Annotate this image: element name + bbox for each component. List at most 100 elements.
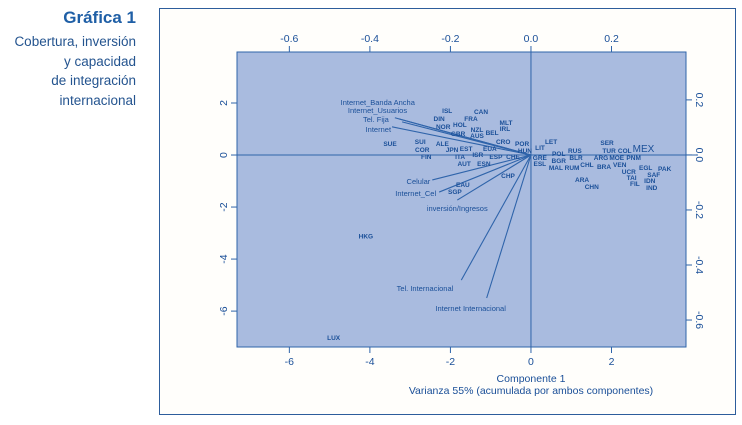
figure-subtitle-line: internacional: [59, 92, 136, 108]
point-label: TAI: [627, 175, 637, 182]
point-label: MAL: [549, 165, 563, 172]
point-label: SGP: [448, 189, 462, 196]
loading-vector: [438, 154, 532, 193]
point-label: NZL: [471, 127, 484, 134]
right-tick-label: -0.4: [693, 256, 705, 274]
figure-title: Gráfica 1: [63, 8, 136, 27]
point-label: POL: [552, 151, 565, 158]
point-label: LET: [545, 139, 557, 146]
y-tick-label: -6: [218, 306, 230, 315]
point-label: UCR: [622, 169, 636, 176]
point-label: BEL: [486, 130, 499, 137]
point-label: HOL: [453, 122, 467, 129]
point-label: BRA: [597, 164, 611, 171]
point-label: EAU: [456, 182, 470, 189]
point-label: ISL: [442, 108, 452, 115]
point-label: CHE: [506, 154, 520, 161]
point-label: CHP: [501, 173, 515, 180]
point-label: CAN: [474, 109, 488, 116]
point-label: ESN: [477, 161, 491, 168]
point-label: IND: [646, 185, 658, 192]
point-label: COR: [415, 147, 430, 154]
x-axis-sublabel: Varianza 55% (acumulada por ambos compon…: [409, 385, 653, 397]
loading-vector: [391, 126, 532, 156]
point-label: RUM: [565, 165, 580, 172]
point-label: RUS: [568, 148, 582, 155]
point-label: AUS: [470, 133, 484, 140]
point-label: EST: [460, 146, 473, 153]
right-tick-label: 0.0: [693, 148, 705, 163]
figure-subtitle-line: Cobertura, inversión: [14, 34, 136, 49]
point-label: EUA: [483, 146, 497, 153]
top-tick-label: 0.2: [604, 33, 619, 45]
point-label: BLR: [569, 155, 583, 162]
point-label: SUE: [383, 141, 397, 148]
loading-vector: [432, 154, 532, 181]
loading-vector: [394, 117, 532, 156]
loading-label: Tel. Fija: [363, 115, 390, 124]
point-label: BGR: [552, 158, 567, 165]
loading-label: Internet: [366, 125, 392, 134]
point-label: SAF: [647, 172, 660, 179]
point-label: CHN: [585, 184, 599, 191]
point-label: TUR: [602, 148, 616, 155]
point-label: DIN: [434, 116, 446, 123]
point-label: LIT: [535, 145, 545, 152]
point-label: GRE: [533, 155, 548, 162]
point-label: FIL: [630, 181, 640, 188]
point-label: SUI: [415, 139, 426, 146]
figure-caption: Gráfica 1 Cobertura, inversión y capacid…: [0, 8, 136, 110]
point-label: ISR: [472, 152, 483, 159]
point-label: ESL: [533, 161, 546, 168]
point-label: SER: [600, 140, 614, 147]
loading-vector: [456, 154, 532, 201]
point-label: IDN: [644, 178, 656, 185]
point-label: MOE: [609, 155, 624, 162]
point-label: HKG: [359, 234, 373, 241]
y-tick-label: -2: [218, 202, 230, 211]
plot-area: [236, 51, 687, 348]
point-label: MEX: [633, 144, 655, 155]
point-label: FIN: [421, 154, 432, 161]
top-tick-label: -0.2: [441, 33, 459, 45]
point-label: POR: [515, 141, 529, 148]
point-label: CRO: [496, 139, 510, 146]
point-label: ESP: [489, 154, 503, 161]
point-label: COL: [618, 148, 632, 155]
loading-label: Internet Internacional: [435, 304, 506, 313]
x-tick-label: -6: [285, 356, 294, 368]
loading-label: Celular: [407, 177, 431, 186]
x-tick-label: -2: [446, 356, 455, 368]
y-tick-label: -4: [218, 254, 230, 263]
top-tick-label: -0.4: [361, 33, 379, 45]
x-tick-label: 0: [528, 356, 534, 368]
point-label: FRA: [464, 116, 478, 123]
point-label: GBR: [451, 131, 466, 138]
loading-label: Tel. Internacional: [397, 284, 454, 293]
loading-label: inversión/Ingresos: [427, 204, 488, 213]
top-tick-label: 0.0: [524, 33, 539, 45]
loading-label: Internet_Usuarios: [348, 106, 407, 115]
x-tick-label: -4: [365, 356, 374, 368]
loading-vector: [486, 154, 532, 299]
x-axis-label: Componente 1: [497, 373, 566, 385]
loading-vector: [460, 154, 532, 281]
loading-label: Internet_Banda Ancha: [341, 98, 416, 107]
loading-label: Internet_Cel: [395, 189, 436, 198]
point-label: ARA: [575, 177, 589, 184]
point-label: ITA: [455, 154, 465, 161]
point-label: AUT: [457, 161, 470, 168]
right-tick-label: 0.2: [693, 93, 705, 108]
figure-subtitle-line: de integración: [51, 73, 136, 88]
point-label: CHL: [580, 162, 593, 169]
point-label: MLT: [500, 120, 513, 127]
point-label: PNM: [626, 155, 640, 162]
y-tick-label: 0: [218, 152, 230, 158]
point-label: ALE: [436, 141, 450, 148]
top-tick-label: -0.6: [280, 33, 298, 45]
point-label: LUX: [327, 335, 341, 342]
point-label: VEN: [613, 162, 627, 169]
right-tick-label: -0.2: [693, 201, 705, 219]
point-label: NOR: [436, 124, 451, 131]
